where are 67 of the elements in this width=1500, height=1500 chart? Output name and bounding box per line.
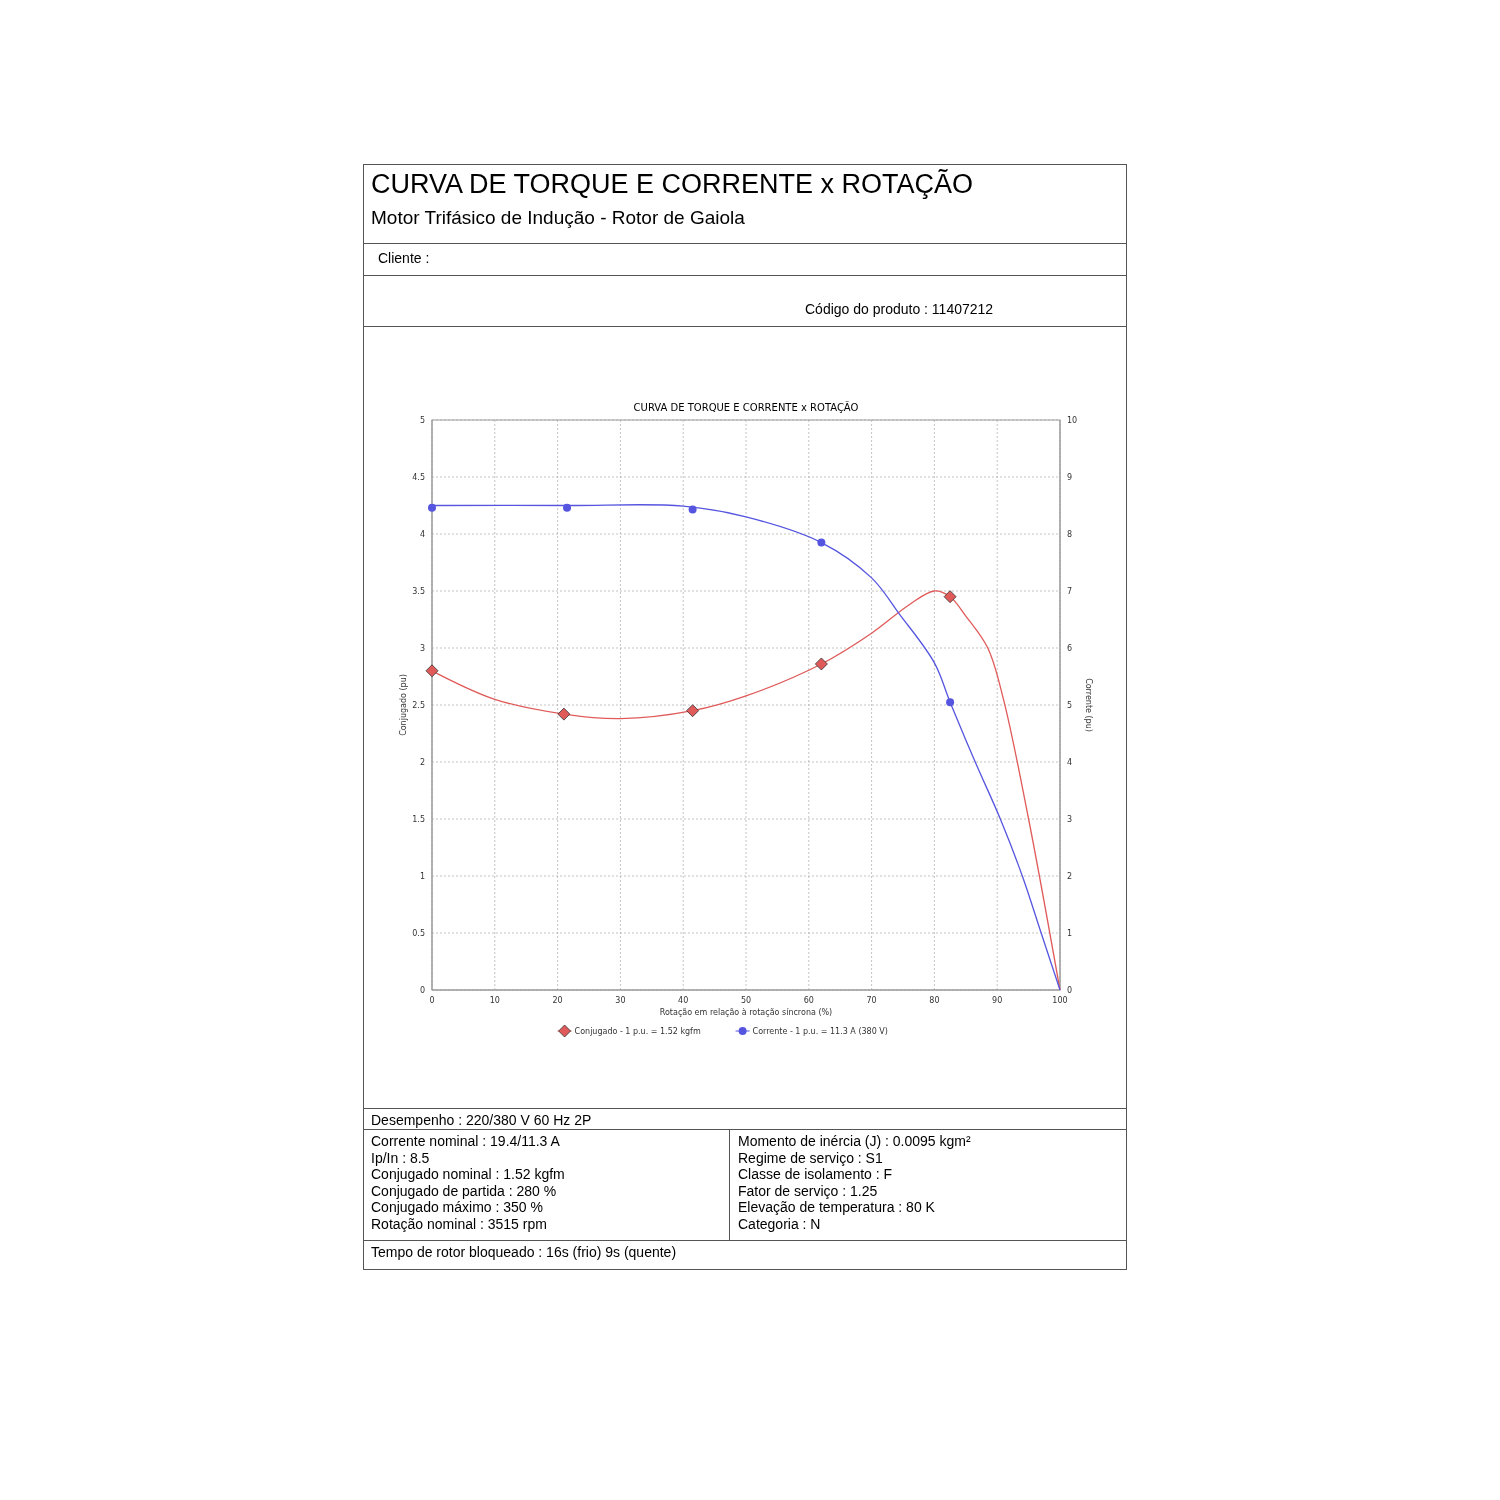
point xyxy=(943,590,957,604)
text: Categoria : N xyxy=(738,1215,821,1232)
text: Tempo de rotor bloqueado : 16s (frio) 9s (quente) xyxy=(371,1244,677,1260)
x-tick-label: 10 xyxy=(489,996,500,1005)
x-tick-label: 40 xyxy=(678,996,689,1005)
point xyxy=(557,707,571,721)
text: Ip/In : 8.5 xyxy=(371,1149,430,1166)
x-tick-label: 20 xyxy=(552,996,563,1005)
y-tick-label: 3.5 xyxy=(412,587,425,596)
point xyxy=(814,657,828,671)
y-tick-label: 0.5 xyxy=(412,929,425,938)
text: Conjugado de partida : 280 % xyxy=(371,1182,557,1199)
y-tick-label: 3 xyxy=(419,644,425,653)
y-tick-label: 2.5 xyxy=(412,701,425,710)
legend-label: Conjugado - 1 p.u. = 1.52 kgfm xyxy=(574,1027,701,1036)
point xyxy=(425,664,439,678)
text: Motor Trifásico de Indução - Rotor de Gaiola xyxy=(371,207,746,228)
x-tick-label: 30 xyxy=(615,996,626,1005)
x-axis-title: Rotação em relação à rotação síncrona (%) xyxy=(659,1008,833,1017)
y2-tick-label: 5 xyxy=(1067,701,1073,710)
y2-tick-label: 8 xyxy=(1067,530,1073,539)
text: Regime de serviço : S1 xyxy=(738,1149,883,1166)
y-tick-label: 1 xyxy=(419,872,425,881)
point xyxy=(563,503,572,512)
point xyxy=(946,698,955,707)
x-tick-label: 0 xyxy=(429,996,435,1005)
text: Conjugado nominal : 1.52 kgfm xyxy=(371,1166,565,1182)
x-tick-label: 100 xyxy=(1052,996,1068,1005)
y-tick-label: 4.5 xyxy=(412,473,425,482)
y2-axis-title: Corrente (pu) xyxy=(1084,678,1093,732)
x-tick-label: 50 xyxy=(740,996,752,1005)
y2-tick-label: 6 xyxy=(1067,644,1073,653)
y-tick-label: 0 xyxy=(419,986,425,995)
text: Rotação nominal : 3515 rpm xyxy=(371,1215,547,1232)
y-tick-label: 5 xyxy=(419,416,425,425)
text: Classe de isolamento : F xyxy=(738,1166,893,1182)
y2-tick-label: 10 xyxy=(1067,416,1078,425)
text: Corrente nominal : 19.4/11.3 A xyxy=(371,1133,561,1149)
y2-tick-label: 3 xyxy=(1067,815,1073,824)
y2-tick-label: 4 xyxy=(1067,758,1073,767)
x-tick-label: 90 xyxy=(992,996,1003,1005)
text: CURVA DE TORQUE E CORRENTE x ROTAÇÃO xyxy=(371,168,974,199)
point xyxy=(428,503,436,512)
y2-tick-label: 9 xyxy=(1067,473,1073,482)
point xyxy=(686,704,700,718)
text: Fator de serviço : 1.25 xyxy=(738,1182,878,1199)
text: Código do produto : 11407212 xyxy=(805,301,994,317)
y2-tick-label: 0 xyxy=(1067,986,1073,995)
x-tick-label: 80 xyxy=(929,996,940,1005)
y-axis-title: Conjugado (pu) xyxy=(399,674,408,736)
y-tick-label: 4 xyxy=(419,530,425,539)
x-tick-label: 70 xyxy=(866,996,877,1005)
x-tick-label: 60 xyxy=(803,996,814,1005)
y-tick-label: 1.5 xyxy=(412,815,425,824)
legend-label: Corrente - 1 p.u. = 11.3 A (380 V) xyxy=(752,1027,888,1036)
text: Conjugado máximo : 350 % xyxy=(371,1199,543,1215)
y2-tick-label: 2 xyxy=(1067,872,1073,881)
text: Elevação de temperatura : 80 K xyxy=(738,1199,936,1215)
point xyxy=(688,505,697,514)
text: Cliente : xyxy=(378,250,430,266)
y2-tick-label: 1 xyxy=(1067,929,1073,938)
chart-title: CURVA DE TORQUE E CORRENTE x ROTAÇÃO xyxy=(633,401,859,413)
y-tick-label: 2 xyxy=(419,758,425,767)
point xyxy=(817,538,826,547)
text: Momento de inércia (J) : 0.0095 kgm² xyxy=(738,1133,971,1149)
text: Desempenho : 220/380 V 60 Hz 2P xyxy=(371,1112,592,1128)
y2-tick-label: 7 xyxy=(1067,587,1073,596)
